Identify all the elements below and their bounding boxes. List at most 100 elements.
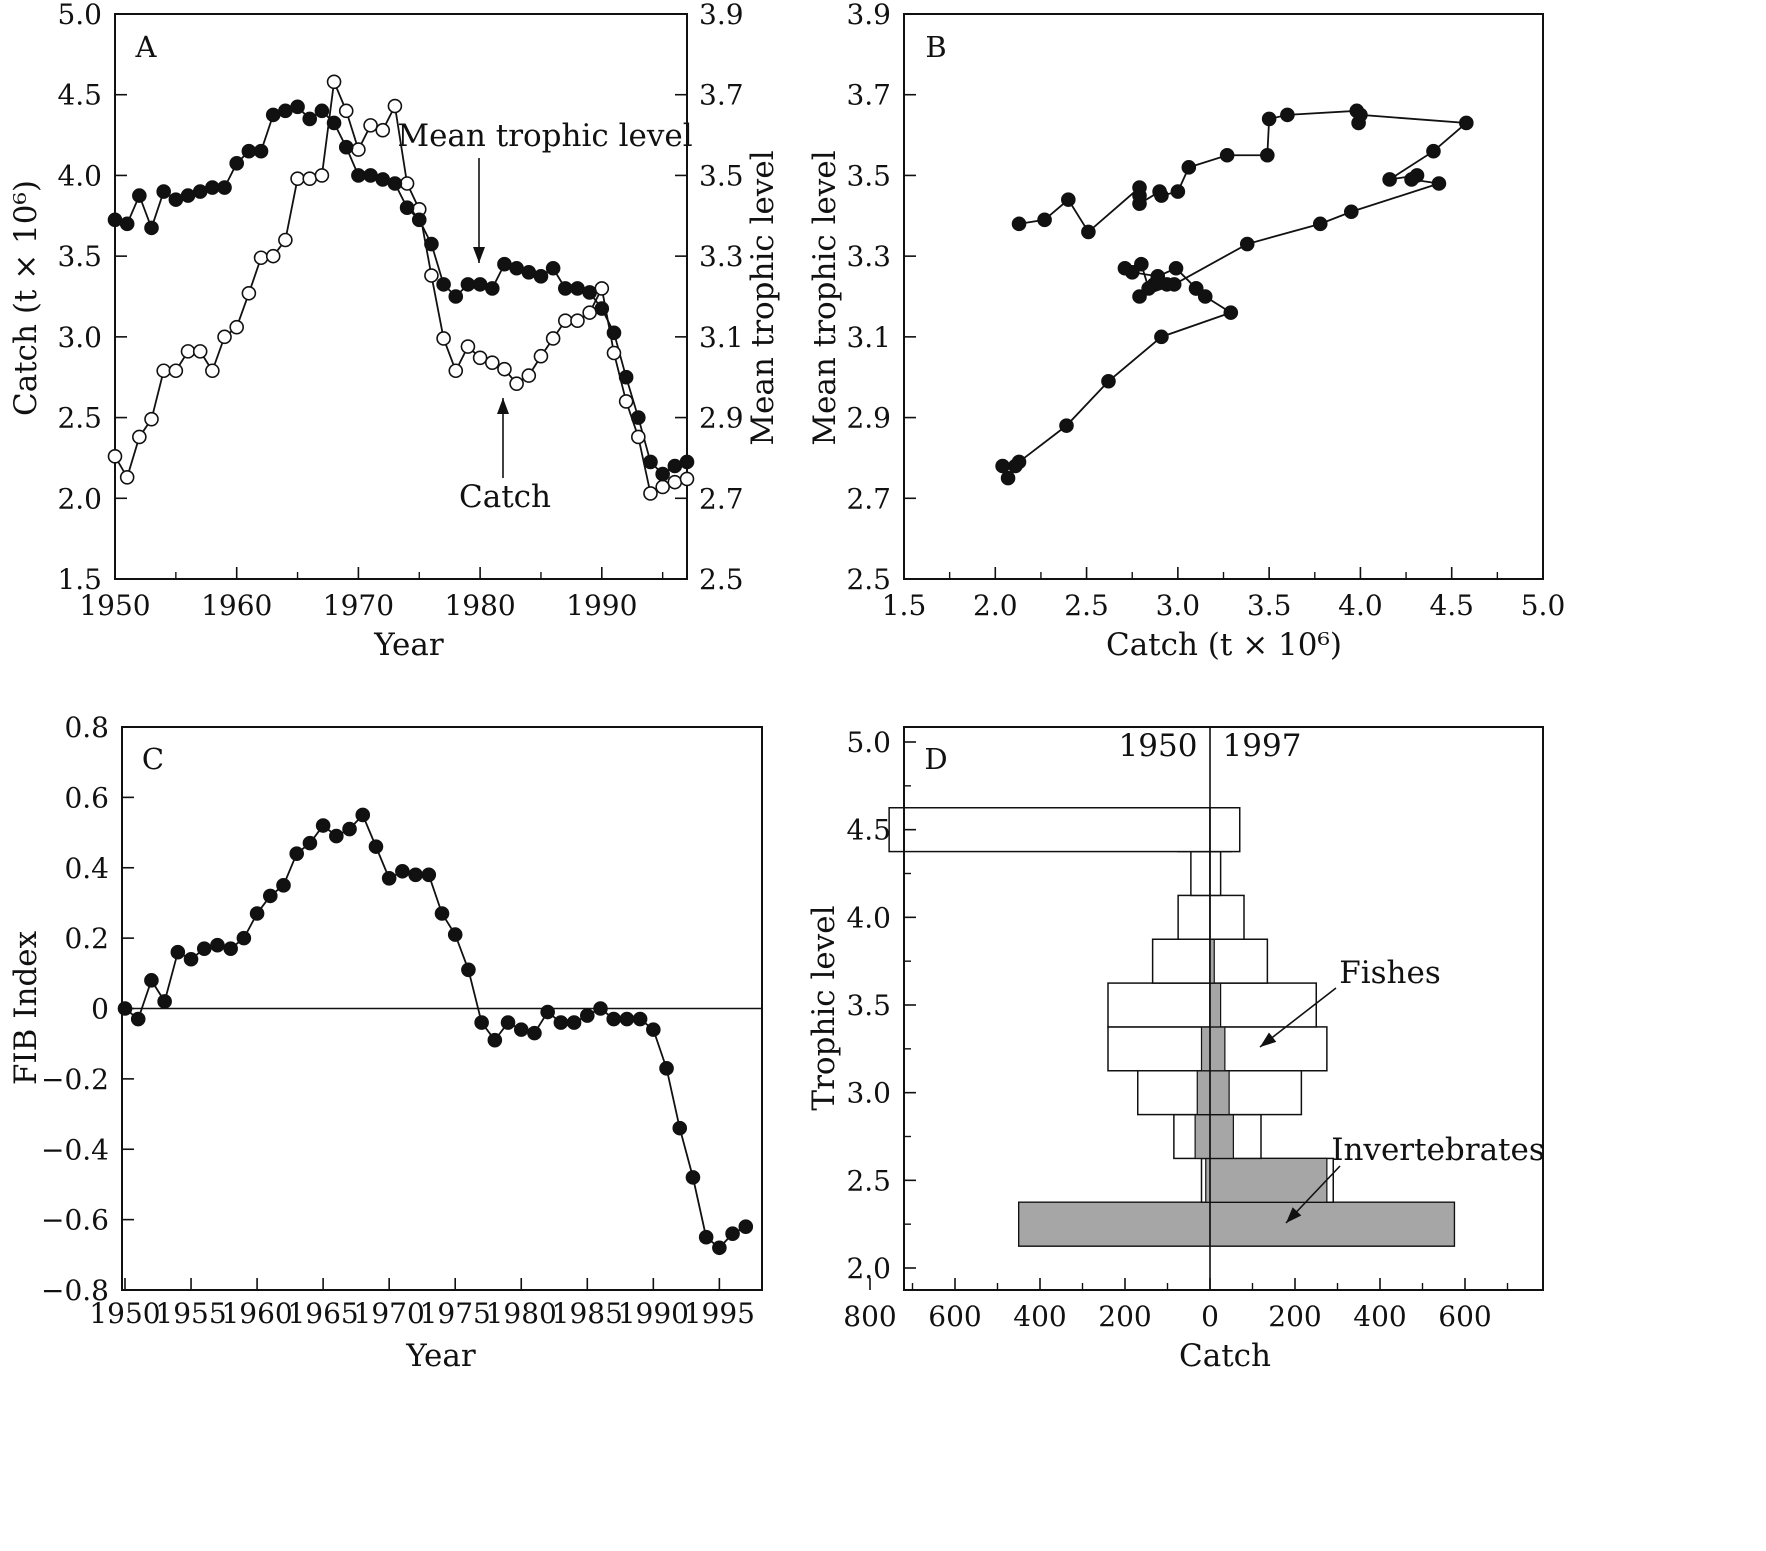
- x-tick-label: 400: [1013, 1300, 1066, 1333]
- catch-point: [387, 98, 403, 114]
- data-point: [685, 1170, 701, 1185]
- x-tick-label: 4.0: [1338, 589, 1383, 622]
- data-point: [421, 867, 437, 883]
- trophic-point: [557, 281, 573, 296]
- data-point: [995, 458, 1010, 474]
- data-point: [1061, 192, 1076, 207]
- y-right-tick-label: 3.9: [699, 0, 744, 31]
- y-tick-label: 4.0: [846, 901, 891, 934]
- fishes-bar-1997: [1209, 850, 1222, 897]
- catch-point: [497, 361, 512, 377]
- y-tick-label: −0.6: [41, 1204, 109, 1237]
- trophic-point: [217, 180, 232, 195]
- annotation-fishes: Fishes: [1339, 955, 1441, 991]
- x-tick-label: 1970: [354, 1297, 425, 1330]
- y-left-tick-label: 3.0: [57, 321, 102, 354]
- panel-letter: D: [924, 742, 947, 776]
- data-point: [1037, 212, 1052, 228]
- data-point: [1000, 470, 1016, 486]
- y-tick-label: 3.9: [846, 0, 891, 31]
- data-point: [579, 1008, 595, 1023]
- y-tick-label: 3.3: [846, 240, 891, 273]
- catch-point: [424, 268, 439, 283]
- trophic-point: [570, 281, 585, 296]
- y-left-tick-label: 2.0: [57, 482, 102, 515]
- x-tick-label: 4.5: [1429, 589, 1474, 622]
- panel-b: 1.5 2.0 2.5 3.0 3.5 4.0 4.5 5.0 2.5 2.7 2.9 3.1 3.3 3…: [807, 0, 1565, 663]
- data-point: [1431, 176, 1447, 191]
- data-point: [447, 927, 463, 942]
- invertebrates-bar-1997: [1209, 1070, 1230, 1116]
- data-point: [329, 828, 344, 844]
- trophic-point: [302, 111, 318, 127]
- trophic-point: [472, 277, 488, 292]
- catch-point: [655, 479, 670, 495]
- data-point: [1312, 216, 1328, 232]
- x-tick-label: 1970: [323, 589, 394, 622]
- catch-point: [363, 118, 378, 133]
- data-point: [632, 1011, 648, 1027]
- catch-point: [168, 363, 184, 379]
- data-point: [1132, 196, 1147, 211]
- data-point: [566, 1015, 582, 1030]
- trophic-point: [399, 200, 415, 216]
- catch-point: [582, 305, 597, 320]
- fishes-bar-1950: [1107, 982, 1211, 1028]
- catch-point: [278, 232, 293, 248]
- y-axis-title: Mean trophic level: [807, 150, 843, 445]
- data-point: [342, 821, 357, 837]
- x-tick-label: 1990: [618, 1297, 689, 1330]
- trophic-point: [326, 115, 342, 131]
- invertebrates-bar-1997: [1209, 982, 1222, 1028]
- y-right-tick-label: 3.1: [699, 321, 744, 354]
- trophic-point: [631, 410, 646, 425]
- data-point: [1059, 418, 1074, 433]
- data-point: [593, 1001, 608, 1016]
- catch-point: [606, 345, 622, 361]
- x-tick-label: 1950: [79, 589, 150, 622]
- x-tick-label: 1980: [486, 1297, 557, 1330]
- data-point: [1081, 224, 1096, 240]
- catch-point: [545, 331, 561, 346]
- data-point: [434, 906, 450, 921]
- x-tick-label: 200: [1098, 1300, 1151, 1333]
- trophic-point: [411, 212, 427, 228]
- y-tick-label: 3.0: [846, 1077, 891, 1110]
- y-left-axis-title: Catch (t × 10⁶): [8, 180, 44, 416]
- data-point: [1344, 204, 1359, 220]
- data-point: [1008, 458, 1023, 474]
- annotation-invertebrates: Invertebrates: [1331, 1132, 1545, 1168]
- trophic-point: [107, 212, 123, 228]
- x-axis-title: Year: [373, 627, 444, 663]
- data-point: [1141, 281, 1156, 296]
- data-point: [196, 941, 212, 956]
- trophic-point: [509, 260, 524, 276]
- y-tick-label: −0.8: [41, 1274, 109, 1307]
- catch-point: [570, 313, 585, 329]
- data-point: [619, 1011, 635, 1027]
- data-point: [395, 863, 410, 879]
- data-point: [1150, 269, 1166, 284]
- y-tick-label: −0.4: [41, 1133, 109, 1166]
- invertebrates-bar-1950: [1194, 1113, 1211, 1160]
- y-tick-label: 0.6: [64, 781, 109, 814]
- trophic-point: [132, 188, 147, 203]
- fishes-bar-1950: [888, 807, 1211, 853]
- fishes-bar-1997: [1209, 938, 1269, 984]
- x-tick-label: 3.0: [1156, 589, 1201, 622]
- invertebrates-bar-1950: [1196, 1070, 1211, 1116]
- annotation-catch: Catch: [459, 479, 551, 515]
- catch-point: [594, 281, 610, 296]
- data-point: [606, 1011, 622, 1027]
- trophic-point: [180, 188, 196, 203]
- fishes-bar-1950: [1107, 1026, 1211, 1072]
- data-point: [1280, 107, 1295, 123]
- x-tick-label: 1965: [287, 1297, 358, 1330]
- data-point: [513, 1022, 529, 1037]
- panel-letter: B: [925, 30, 946, 64]
- y-right-axis-title: Mean trophic level: [745, 150, 781, 445]
- data-point: [1011, 216, 1027, 232]
- x-tick-label: 1.5: [882, 589, 927, 622]
- catch-point: [667, 474, 683, 490]
